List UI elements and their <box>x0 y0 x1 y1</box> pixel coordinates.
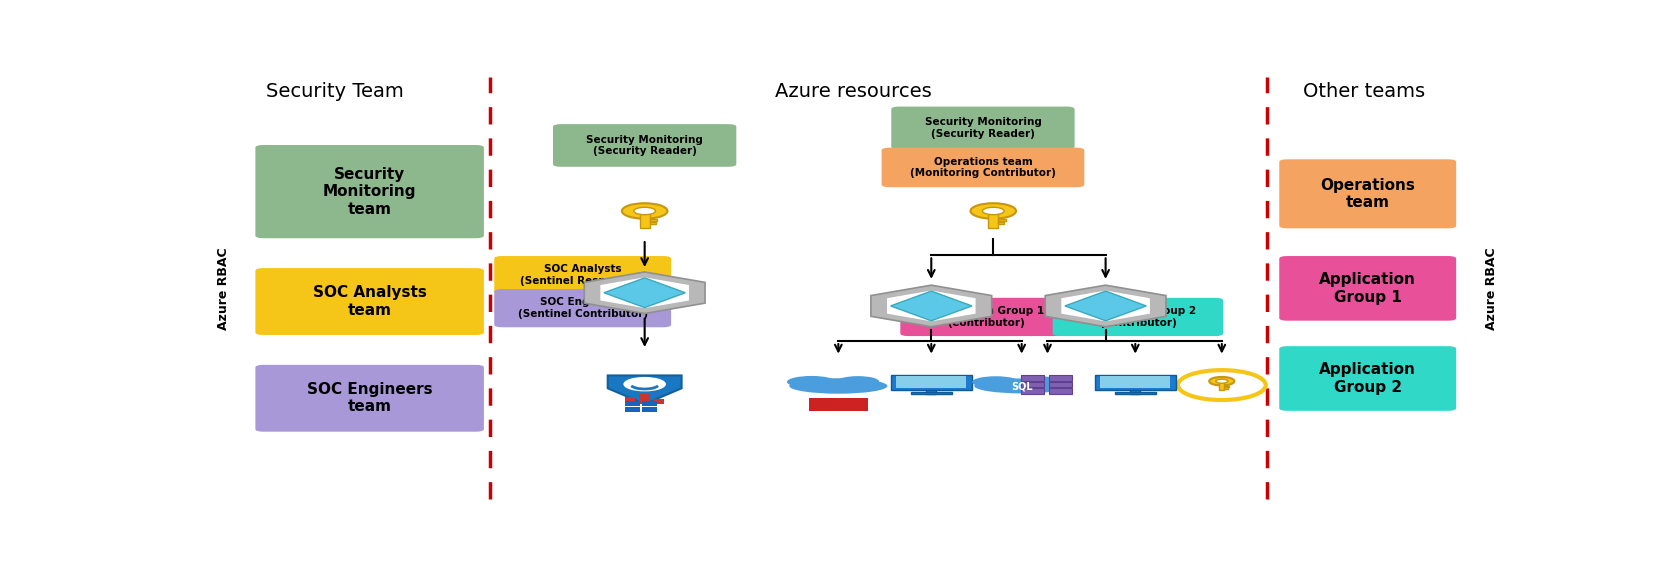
Bar <box>650 219 656 222</box>
Bar <box>1048 388 1073 394</box>
Circle shape <box>971 203 1016 219</box>
FancyBboxPatch shape <box>255 145 483 238</box>
FancyBboxPatch shape <box>495 256 671 294</box>
Bar <box>1115 392 1156 394</box>
Bar <box>1225 385 1230 387</box>
Bar <box>641 401 656 406</box>
Text: Security Monitoring
(Security Reader): Security Monitoring (Security Reader) <box>586 135 703 156</box>
Text: Application Group 2
(Contributor): Application Group 2 (Contributor) <box>1080 306 1196 328</box>
Text: Azure resources: Azure resources <box>775 82 933 100</box>
Bar <box>625 397 635 404</box>
Polygon shape <box>585 272 705 313</box>
FancyBboxPatch shape <box>900 298 1071 336</box>
Bar <box>625 407 640 412</box>
FancyBboxPatch shape <box>1279 256 1456 321</box>
Bar <box>1048 375 1073 381</box>
Polygon shape <box>605 278 685 308</box>
Circle shape <box>1216 379 1228 383</box>
FancyBboxPatch shape <box>255 365 483 432</box>
Ellipse shape <box>971 376 1020 388</box>
Bar <box>926 389 936 393</box>
FancyBboxPatch shape <box>495 289 671 327</box>
FancyBboxPatch shape <box>1279 346 1456 411</box>
Text: Application
Group 1: Application Group 1 <box>1319 272 1416 304</box>
Text: Application
Group 2: Application Group 2 <box>1319 362 1416 395</box>
FancyBboxPatch shape <box>881 148 1085 187</box>
Ellipse shape <box>786 376 836 388</box>
FancyBboxPatch shape <box>553 124 736 167</box>
Text: Security Team: Security Team <box>267 82 403 100</box>
Circle shape <box>1178 370 1266 400</box>
Circle shape <box>633 207 655 215</box>
Text: Azure RBAC: Azure RBAC <box>1484 247 1498 329</box>
Circle shape <box>983 207 1005 215</box>
Text: Application Group 1
(Contributor): Application Group 1 (Contributor) <box>926 306 1045 328</box>
FancyBboxPatch shape <box>1279 159 1456 228</box>
Bar <box>808 399 868 412</box>
Bar <box>1021 375 1045 381</box>
Polygon shape <box>1061 291 1150 321</box>
Polygon shape <box>886 291 976 321</box>
Bar <box>1048 382 1073 387</box>
Bar <box>896 376 966 388</box>
Circle shape <box>1210 377 1235 385</box>
Bar <box>1220 381 1225 391</box>
FancyBboxPatch shape <box>255 268 483 335</box>
Text: Security
Monitoring
team: Security Monitoring team <box>323 167 416 216</box>
Bar <box>1021 388 1045 394</box>
Text: Operations team
(Monitoring Contributor): Operations team (Monitoring Contributor) <box>910 156 1056 178</box>
Bar <box>653 399 663 404</box>
Ellipse shape <box>975 379 1070 393</box>
FancyBboxPatch shape <box>1053 298 1223 336</box>
Bar <box>1021 382 1045 387</box>
Circle shape <box>623 377 666 391</box>
Bar <box>1225 387 1228 388</box>
Bar <box>640 394 650 404</box>
Bar <box>1100 376 1171 388</box>
Circle shape <box>621 203 668 219</box>
Polygon shape <box>600 278 690 308</box>
Text: SOC Analysts
team: SOC Analysts team <box>313 286 426 317</box>
Ellipse shape <box>836 376 880 387</box>
Ellipse shape <box>790 378 888 393</box>
Text: SOC Engineers
team: SOC Engineers team <box>307 382 433 415</box>
Text: Other teams: Other teams <box>1303 82 1424 100</box>
Text: Azure RBAC: Azure RBAC <box>217 247 230 329</box>
Text: SOC Analysts
(Sentinel Responder): SOC Analysts (Sentinel Responder) <box>520 264 645 286</box>
Bar <box>988 211 998 228</box>
Bar <box>891 375 971 390</box>
Text: Security Monitoring
(Security Reader): Security Monitoring (Security Reader) <box>925 117 1041 139</box>
Bar <box>641 407 656 412</box>
Text: Operations
team: Operations team <box>1319 178 1414 210</box>
Bar <box>911 392 951 394</box>
Bar <box>650 222 655 224</box>
Polygon shape <box>608 376 681 404</box>
Bar <box>998 222 1005 224</box>
Polygon shape <box>1045 285 1166 327</box>
Bar <box>625 401 640 406</box>
Polygon shape <box>891 291 971 321</box>
Text: SQL: SQL <box>1011 381 1033 391</box>
Bar <box>1095 375 1176 390</box>
Text: SOC Engineers
(Sentinel Contributor): SOC Engineers (Sentinel Contributor) <box>518 297 648 319</box>
Polygon shape <box>871 285 991 327</box>
Bar <box>1130 389 1141 393</box>
Polygon shape <box>1065 291 1146 321</box>
Bar <box>998 219 1006 222</box>
FancyBboxPatch shape <box>891 107 1075 149</box>
Ellipse shape <box>1020 376 1061 387</box>
Bar <box>640 211 650 228</box>
